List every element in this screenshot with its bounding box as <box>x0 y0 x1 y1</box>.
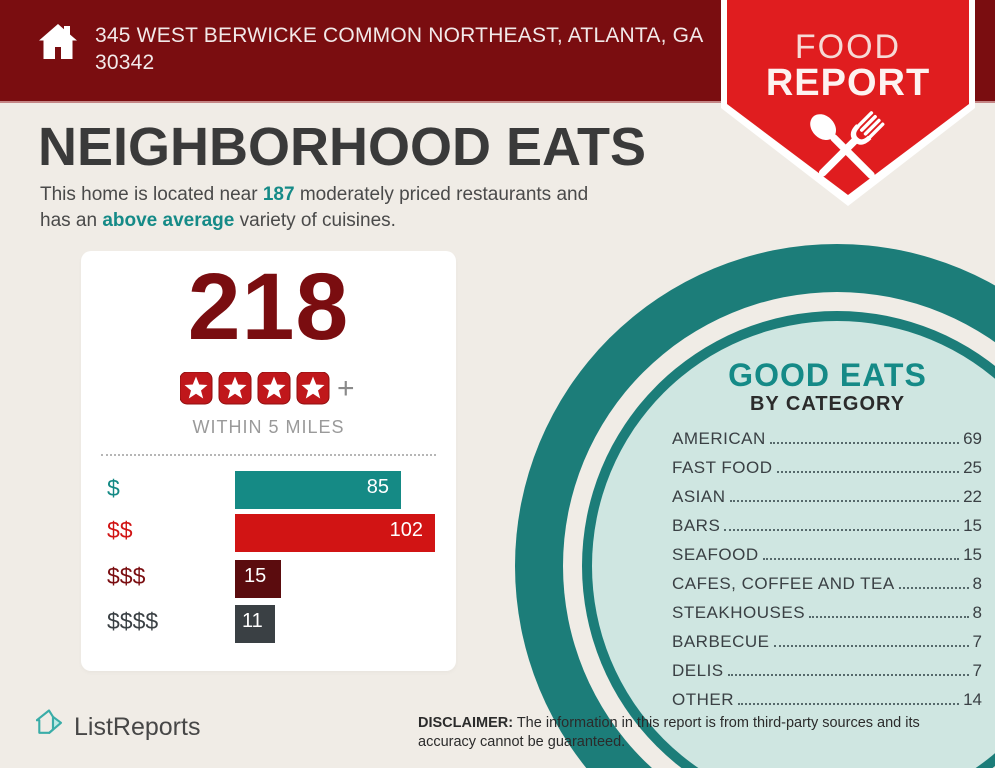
svg-text:+: + <box>337 372 355 405</box>
